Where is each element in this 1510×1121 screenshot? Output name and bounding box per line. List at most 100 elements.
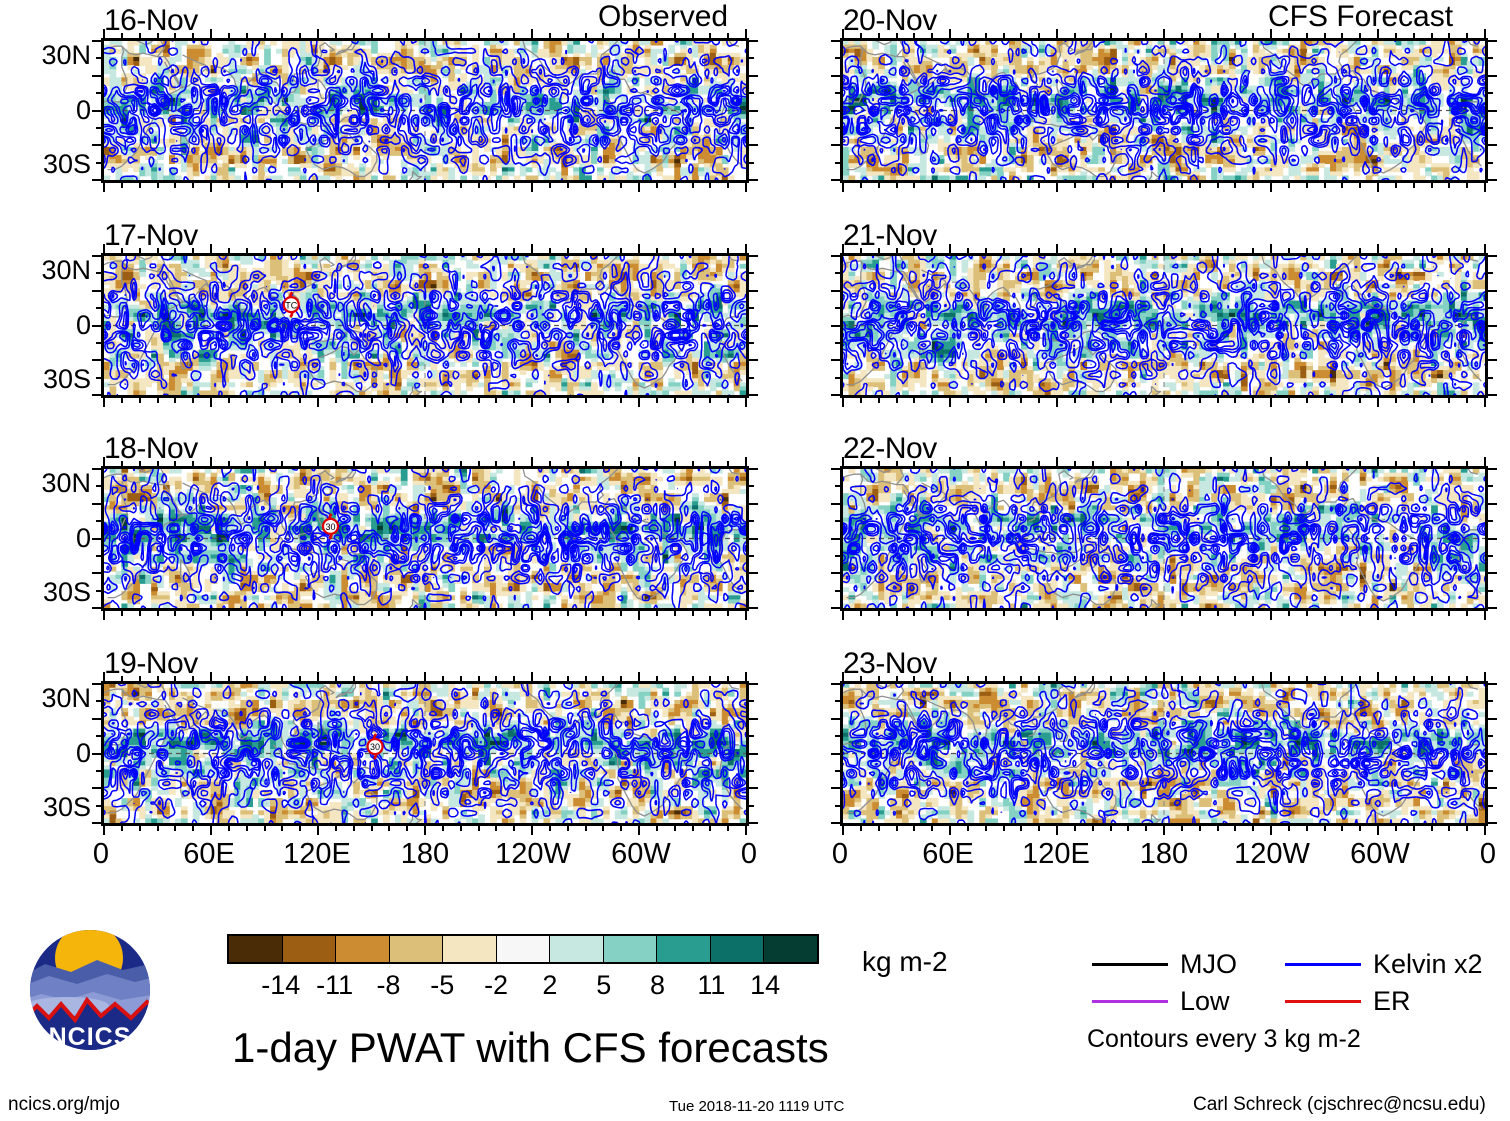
x-tick-top xyxy=(1180,461,1183,466)
x-tick-bottom xyxy=(1377,183,1379,192)
legend-label-low: Low xyxy=(1180,988,1230,1015)
x-tick-bottom xyxy=(1056,183,1058,192)
map-panel[interactable] xyxy=(840,681,1488,826)
x-tick-top xyxy=(513,461,516,466)
x-tick-top xyxy=(495,461,498,466)
x-tick-top xyxy=(227,248,230,253)
y-tick-right xyxy=(1488,144,1497,147)
x-tick-top xyxy=(370,33,373,38)
x-tick-bottom xyxy=(1038,826,1041,831)
x-tick-top xyxy=(859,461,862,466)
y-tick-right xyxy=(749,700,754,703)
x-tick-bottom xyxy=(120,398,123,403)
x-tick-top xyxy=(949,457,951,466)
x-tick-bottom xyxy=(655,826,658,831)
x-tick-bottom xyxy=(1484,398,1486,407)
x-tick-bottom xyxy=(334,611,337,616)
x-tick-bottom xyxy=(1234,183,1237,188)
x-tick-bottom xyxy=(227,183,230,188)
y-tick-left xyxy=(835,92,840,95)
x-tick-top xyxy=(1127,676,1130,681)
y-tick-right xyxy=(749,179,758,181)
y-tick-right xyxy=(749,735,754,738)
y-tick-right xyxy=(1488,307,1493,310)
map-panel[interactable] xyxy=(101,38,749,183)
x-tick-bottom xyxy=(1180,398,1183,403)
y-tick-left xyxy=(92,255,101,257)
x-tick-bottom xyxy=(1145,183,1148,188)
x-tick-top xyxy=(1412,33,1415,38)
x-tick-bottom xyxy=(531,183,533,192)
x-tick-top xyxy=(1484,457,1486,466)
map-panel[interactable] xyxy=(840,38,1488,183)
y-tick-left xyxy=(92,74,101,77)
y-tick-right xyxy=(749,717,758,720)
y-tick-left xyxy=(835,804,840,807)
x-tick-top xyxy=(1234,461,1237,466)
x-tick-top xyxy=(842,672,844,681)
y-axis-tick-label: 30N xyxy=(3,685,91,712)
x-tick-top xyxy=(1073,676,1076,681)
y-tick-right xyxy=(749,341,754,344)
x-tick-top xyxy=(984,676,987,681)
y-tick-left xyxy=(831,289,840,292)
x-tick-bottom xyxy=(638,183,640,192)
x-tick-top xyxy=(931,461,934,466)
x-tick-bottom xyxy=(1198,611,1201,616)
x-tick-bottom xyxy=(406,611,409,616)
x-tick-bottom xyxy=(913,398,916,403)
x-tick-bottom xyxy=(388,611,391,616)
x-tick-bottom xyxy=(424,826,426,835)
x-tick-bottom xyxy=(1287,611,1290,616)
x-tick-top xyxy=(459,676,462,681)
legend-line-kelvin xyxy=(1285,963,1361,966)
x-tick-top xyxy=(1002,676,1005,681)
x-tick-bottom xyxy=(1359,611,1362,616)
x-tick-top xyxy=(263,676,266,681)
x-tick-top xyxy=(745,244,747,253)
y-tick-right xyxy=(1488,735,1493,738)
x-tick-top xyxy=(1412,676,1415,681)
x-tick-bottom xyxy=(263,826,266,831)
x-tick-bottom xyxy=(638,398,640,407)
x-tick-top xyxy=(1377,29,1379,38)
y-tick-right xyxy=(1488,468,1497,470)
y-tick-right xyxy=(749,769,754,772)
x-tick-top xyxy=(620,33,623,38)
x-tick-top xyxy=(620,248,623,253)
legend-line-mjo xyxy=(1092,963,1168,966)
x-tick-bottom xyxy=(1323,398,1326,403)
x-tick-bottom xyxy=(566,398,569,403)
x-tick-top xyxy=(745,457,747,466)
map-panel[interactable]: 30 xyxy=(101,681,749,826)
x-tick-bottom xyxy=(1359,826,1362,831)
x-tick-top xyxy=(120,676,123,681)
x-tick-bottom xyxy=(602,826,605,831)
x-tick-bottom xyxy=(299,826,302,831)
y-tick-right xyxy=(749,787,758,790)
x-tick-bottom xyxy=(709,611,712,616)
x-tick-bottom xyxy=(709,398,712,403)
y-tick-right xyxy=(1488,804,1493,807)
x-tick-bottom xyxy=(138,183,141,188)
map-panel[interactable] xyxy=(840,466,1488,611)
x-tick-top xyxy=(584,461,587,466)
x-tick-bottom xyxy=(370,183,373,188)
map-panel[interactable]: TC xyxy=(101,253,749,398)
x-tick-bottom xyxy=(352,826,355,831)
map-panel[interactable]: 30 xyxy=(101,466,749,611)
map-panel[interactable] xyxy=(840,253,1488,398)
x-tick-top xyxy=(709,33,712,38)
x-tick-top xyxy=(120,33,123,38)
x-tick-top xyxy=(548,33,551,38)
x-tick-bottom xyxy=(745,611,747,620)
map-field: 30 xyxy=(104,684,746,823)
x-tick-bottom xyxy=(531,398,533,407)
x-tick-bottom xyxy=(691,826,694,831)
x-tick-top xyxy=(245,461,248,466)
x-tick-top xyxy=(548,676,551,681)
x-tick-top xyxy=(745,29,747,38)
x-tick-top xyxy=(1127,248,1130,253)
x-tick-top xyxy=(352,461,355,466)
footer-left[interactable]: ncics.org/mjo xyxy=(8,1095,120,1114)
